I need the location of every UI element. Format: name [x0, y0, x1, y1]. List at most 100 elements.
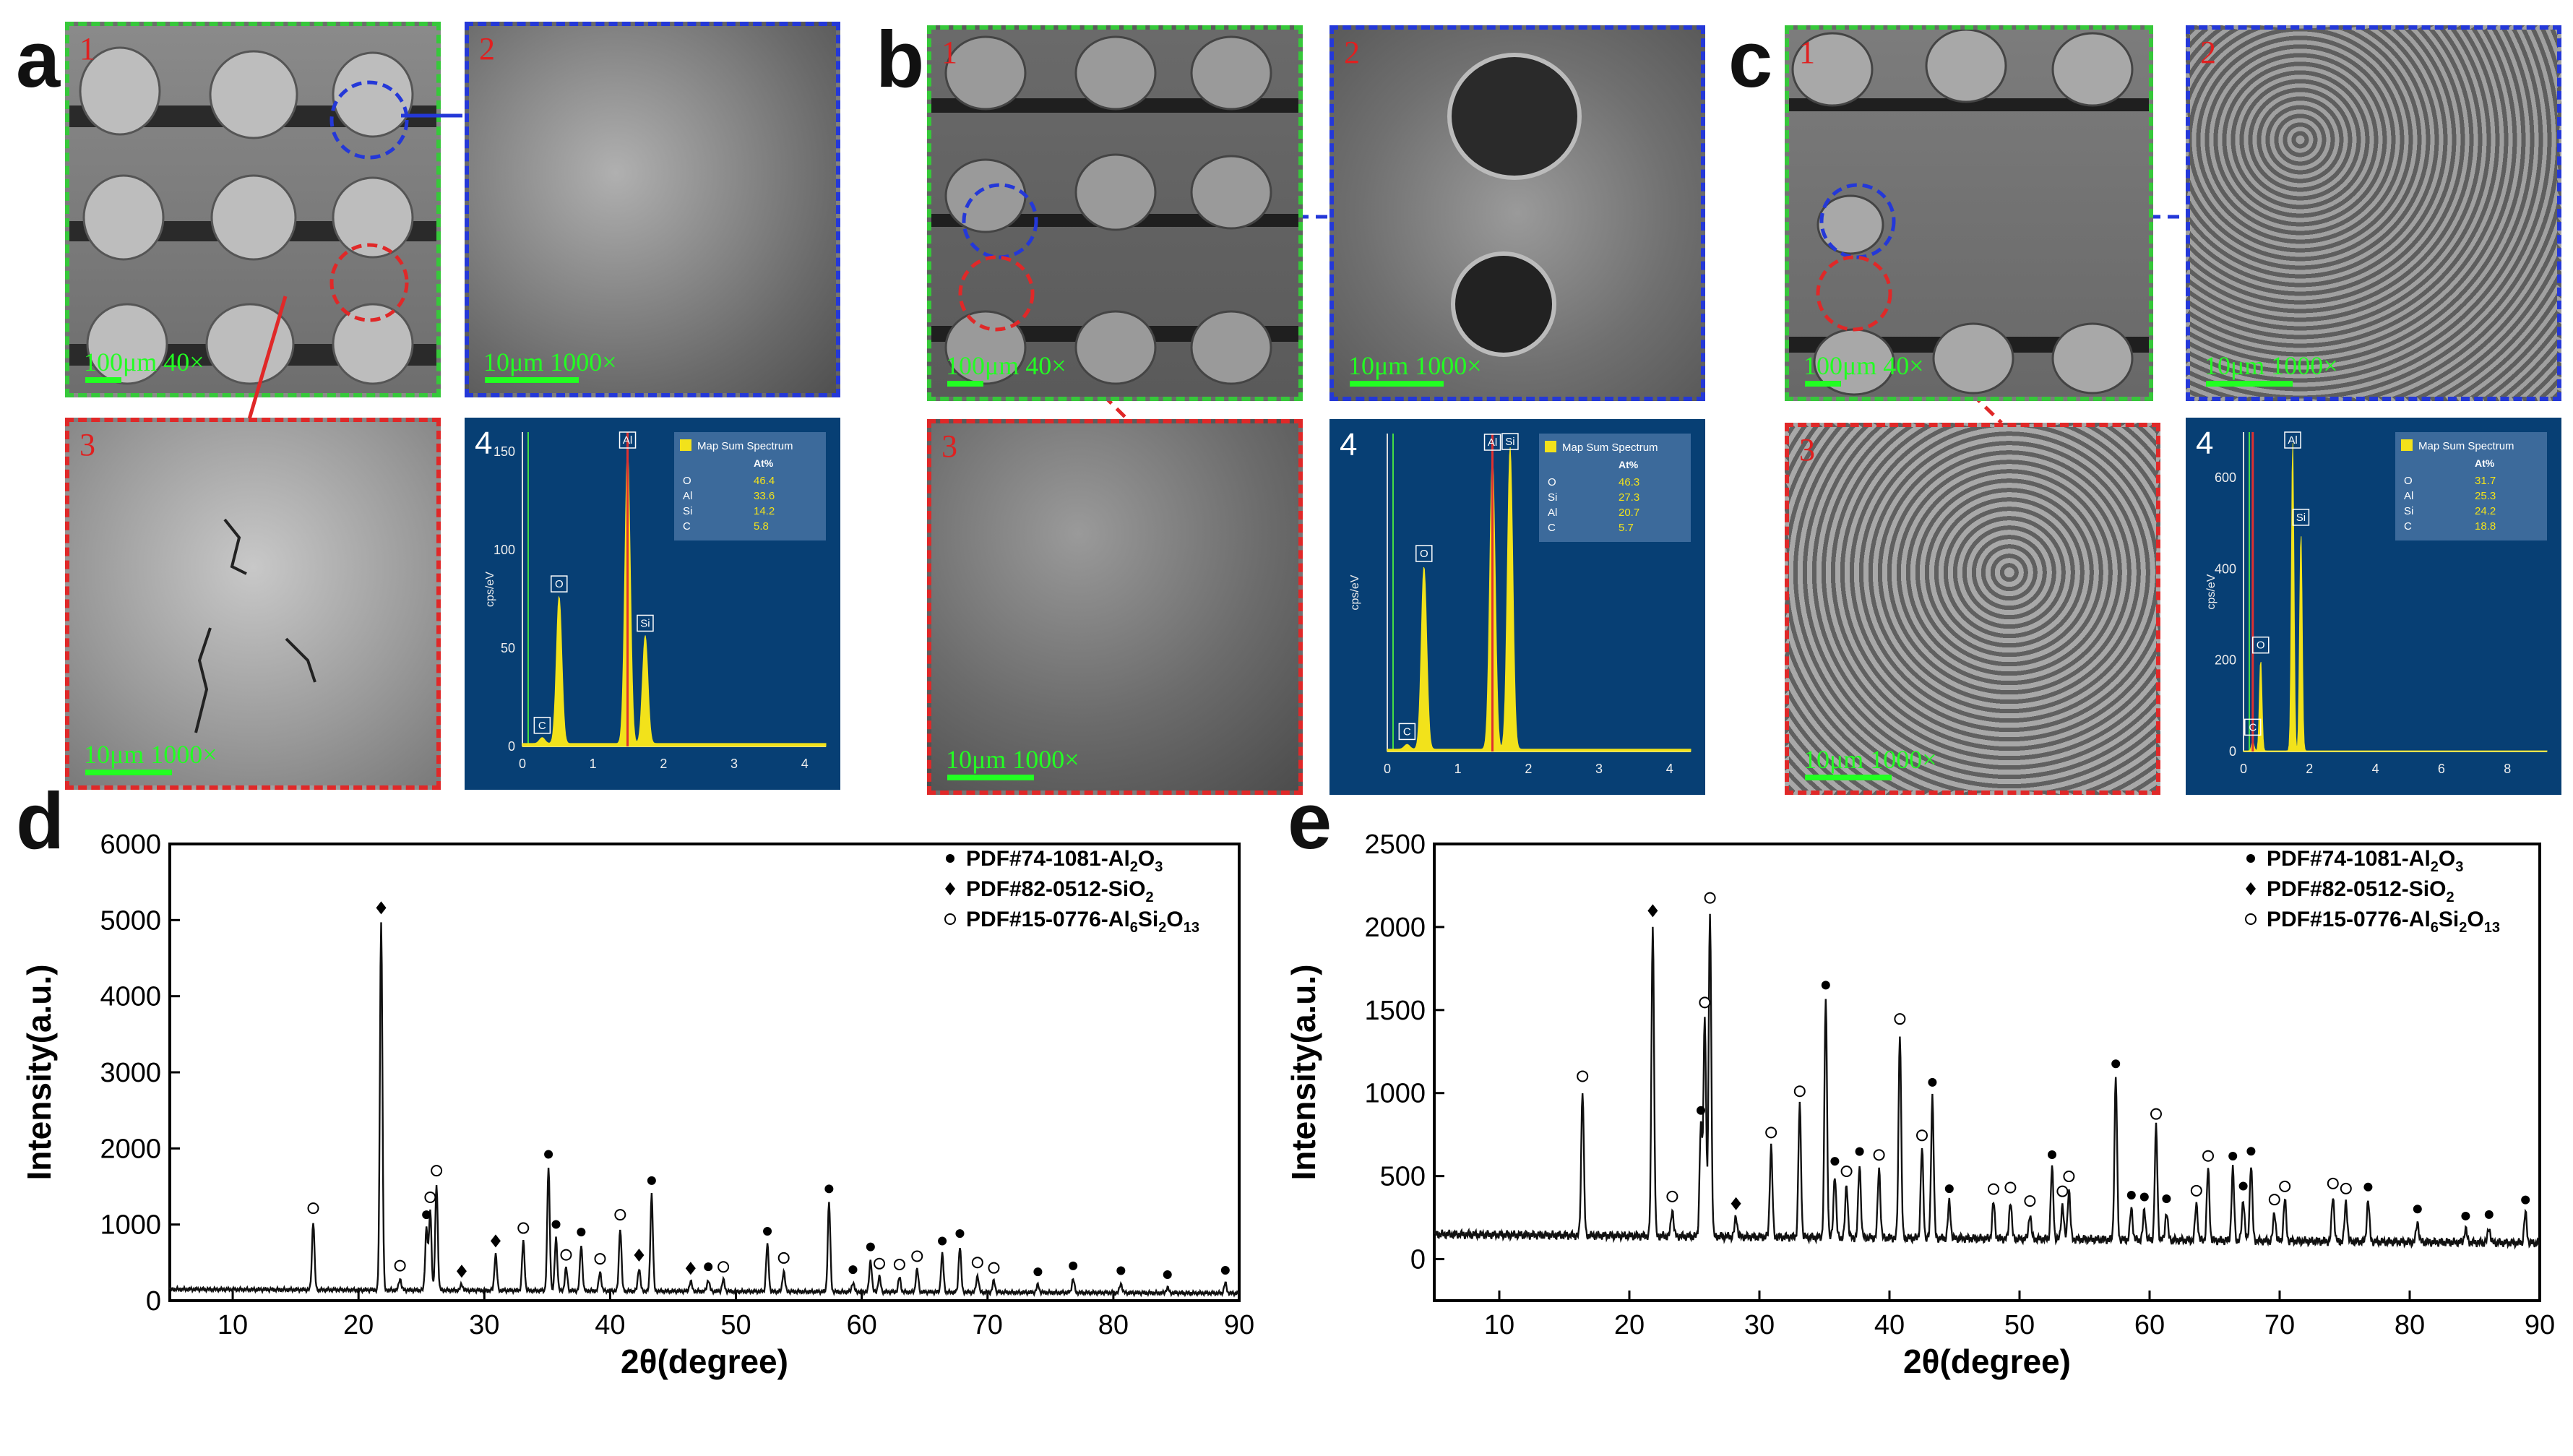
eds-peak-box: [2284, 431, 2301, 449]
eds-legend-box: [2395, 432, 2547, 540]
x-tick-label: 30: [1744, 1310, 1775, 1340]
peak-marker-al2o3: [866, 1242, 875, 1252]
eds-legend-element: Si: [2404, 505, 2413, 517]
peak-marker-al2o3: [2228, 1151, 2238, 1160]
eds-y-tick: 0: [2229, 744, 2236, 759]
x-tick-label: 40: [595, 1310, 625, 1340]
eds-x-tick: 1: [590, 757, 597, 771]
eds-x-tick: 1: [1454, 762, 1462, 776]
eds-legend-element: O: [1548, 476, 1556, 488]
eds-y-tick: 200: [2215, 653, 2236, 668]
eds-y-tick: 150: [494, 444, 515, 459]
scale-bar: [1805, 775, 1892, 780]
eds-legend-swatch: [1545, 441, 1556, 452]
eds-legend-box: [1539, 434, 1691, 542]
peak-marker-mullite: [1793, 1085, 1806, 1098]
eds-spectrum-svg: 4 0 2 4 6 8 0 200 400 600 cps/eV C O Al Si Map Sum Spec…: [2196, 426, 2548, 776]
y-tick-label: 500: [1380, 1162, 1426, 1192]
scale-label: 100μm 40×: [946, 351, 1066, 380]
peak-marker-mullite: [1704, 892, 1716, 904]
eds-peak-box: [637, 614, 654, 632]
peak-marker-al2o3: [763, 1226, 772, 1236]
peak-marker-al2o3: [2048, 1150, 2056, 1159]
eds-x-tick: 2: [1525, 762, 1532, 776]
sem-b3-surface: 3 10μm 1000×: [927, 419, 1303, 795]
eds-x-tick: 3: [730, 757, 738, 771]
x-axis-label: 2θ(degree): [621, 1343, 788, 1380]
xrd-chart-e: 10 20 30 40 50 60 70 80 90 0 500 1000 1500 2000 2500 2θ…: [1285, 830, 2555, 1380]
peak-marker-al2o3: [1220, 1265, 1230, 1275]
eds-x-tick: 8: [2504, 762, 2511, 776]
y-tick-label: 5000: [100, 905, 161, 936]
x-tick-label: 20: [343, 1310, 374, 1340]
peak-marker-mullite: [594, 1253, 606, 1265]
crack-lines: [194, 518, 316, 733]
peak-marker-al2o3: [1928, 1077, 1937, 1087]
eds-legend-title: Map Sum Spectrum: [697, 440, 793, 452]
legend-marker: [944, 913, 956, 925]
peak-marker-al2o3: [2111, 1059, 2121, 1069]
peak-marker-al2o3: [2484, 1210, 2494, 1219]
peak-marker-sio2: [1731, 1197, 1741, 1210]
eds-peak-label: O: [2257, 639, 2265, 652]
eds-legend-element: Al: [1548, 507, 1557, 519]
legend-label: PDF#74-1081-Al2O3: [2267, 847, 2463, 875]
lattice-image: [69, 46, 436, 385]
y-axis-label: Intensity(a.u.): [1285, 964, 1322, 1180]
eds-legend-value: 46.4: [754, 475, 775, 487]
y-tick-label: 0: [146, 1286, 161, 1317]
eds-peak-box: [2251, 636, 2270, 654]
eds-y-tick: 100: [494, 543, 515, 557]
peak-marker-sio2: [376, 901, 387, 915]
peak-marker-mullite: [2202, 1150, 2214, 1162]
peak-marker-mullite: [2063, 1171, 2075, 1183]
peak-marker-mullite: [1577, 1070, 1589, 1082]
eds-x-tick: 0: [1384, 762, 1391, 776]
scale-bar: [85, 770, 172, 775]
eds-peak-box: [1398, 723, 1416, 741]
eds-peak-label: C: [538, 720, 546, 732]
scale-label: 100μm 40×: [84, 348, 204, 376]
peak-marker-mullite: [1988, 1183, 1999, 1195]
x-axis-label: 2θ(degree): [1903, 1343, 2071, 1380]
tile-number: 2: [479, 31, 495, 66]
y-tick-label: 6000: [100, 830, 161, 860]
peak-marker-al2o3: [544, 1150, 553, 1159]
eds-peak-box: [2292, 509, 2310, 526]
eds-legend-title: Map Sum Spectrum: [2418, 440, 2514, 452]
peak-marker-al2o3: [551, 1220, 561, 1229]
tile-number: 3: [1799, 432, 1815, 468]
eds-legend-value: 24.2: [2475, 505, 2496, 517]
eds-legend-value: 14.2: [754, 505, 775, 517]
xrd-chart-d: 10 20 30 40 50 60 70 80 90 0 1000 2000 3000 4000 5000 6…: [20, 830, 1254, 1380]
eds-x-tick: 4: [2372, 762, 2379, 776]
x-tick-label: 30: [469, 1310, 499, 1340]
eds-legend-element: Si: [683, 505, 692, 517]
eds-legend-swatch: [2401, 439, 2413, 451]
eds-peak-box: [619, 431, 637, 449]
sem-c2-surface: 2 10μm 1000×: [2186, 25, 2561, 401]
legend-marker: [945, 882, 955, 895]
eds-spectrum-fill: [1387, 447, 1691, 752]
legend-label: PDF#82-0512-SiO2: [966, 877, 1154, 905]
peak-marker-al2o3: [422, 1210, 431, 1220]
peak-marker-mullite: [717, 1261, 730, 1273]
eds-legend-element: O: [683, 475, 691, 487]
eds-peak-box: [1415, 545, 1433, 562]
tile-number: 2: [1344, 35, 1360, 70]
x-tick-label: 70: [973, 1310, 1003, 1340]
eds-spectrum-svg: 4 0 1 2 3 4 cps/eV C O Al Si Map Sum Spectrum At% O 46…: [1340, 427, 1691, 776]
eds-legend-value: 31.7: [2475, 475, 2496, 487]
eds-legend-header: At%: [1619, 459, 1639, 470]
scale-label: 10μm 1000×: [1803, 745, 1937, 774]
peak-marker-al2o3: [848, 1265, 858, 1275]
scale-label: 10μm 1000×: [84, 740, 217, 769]
peak-marker-al2o3: [647, 1176, 656, 1185]
y-axis-label: Intensity(a.u.): [20, 964, 58, 1180]
eds-legend-element: C: [1548, 522, 1556, 534]
sem-b1-lattice: 1 100μm 40×: [927, 25, 1303, 401]
scale-label: 10μm 1000×: [1348, 351, 1482, 380]
xrd-pattern-line: [1433, 913, 2541, 1250]
peak-marker-al2o3: [1944, 1184, 1954, 1194]
legend-label: PDF#15-0776-Al6Si2O13: [2267, 908, 2500, 936]
